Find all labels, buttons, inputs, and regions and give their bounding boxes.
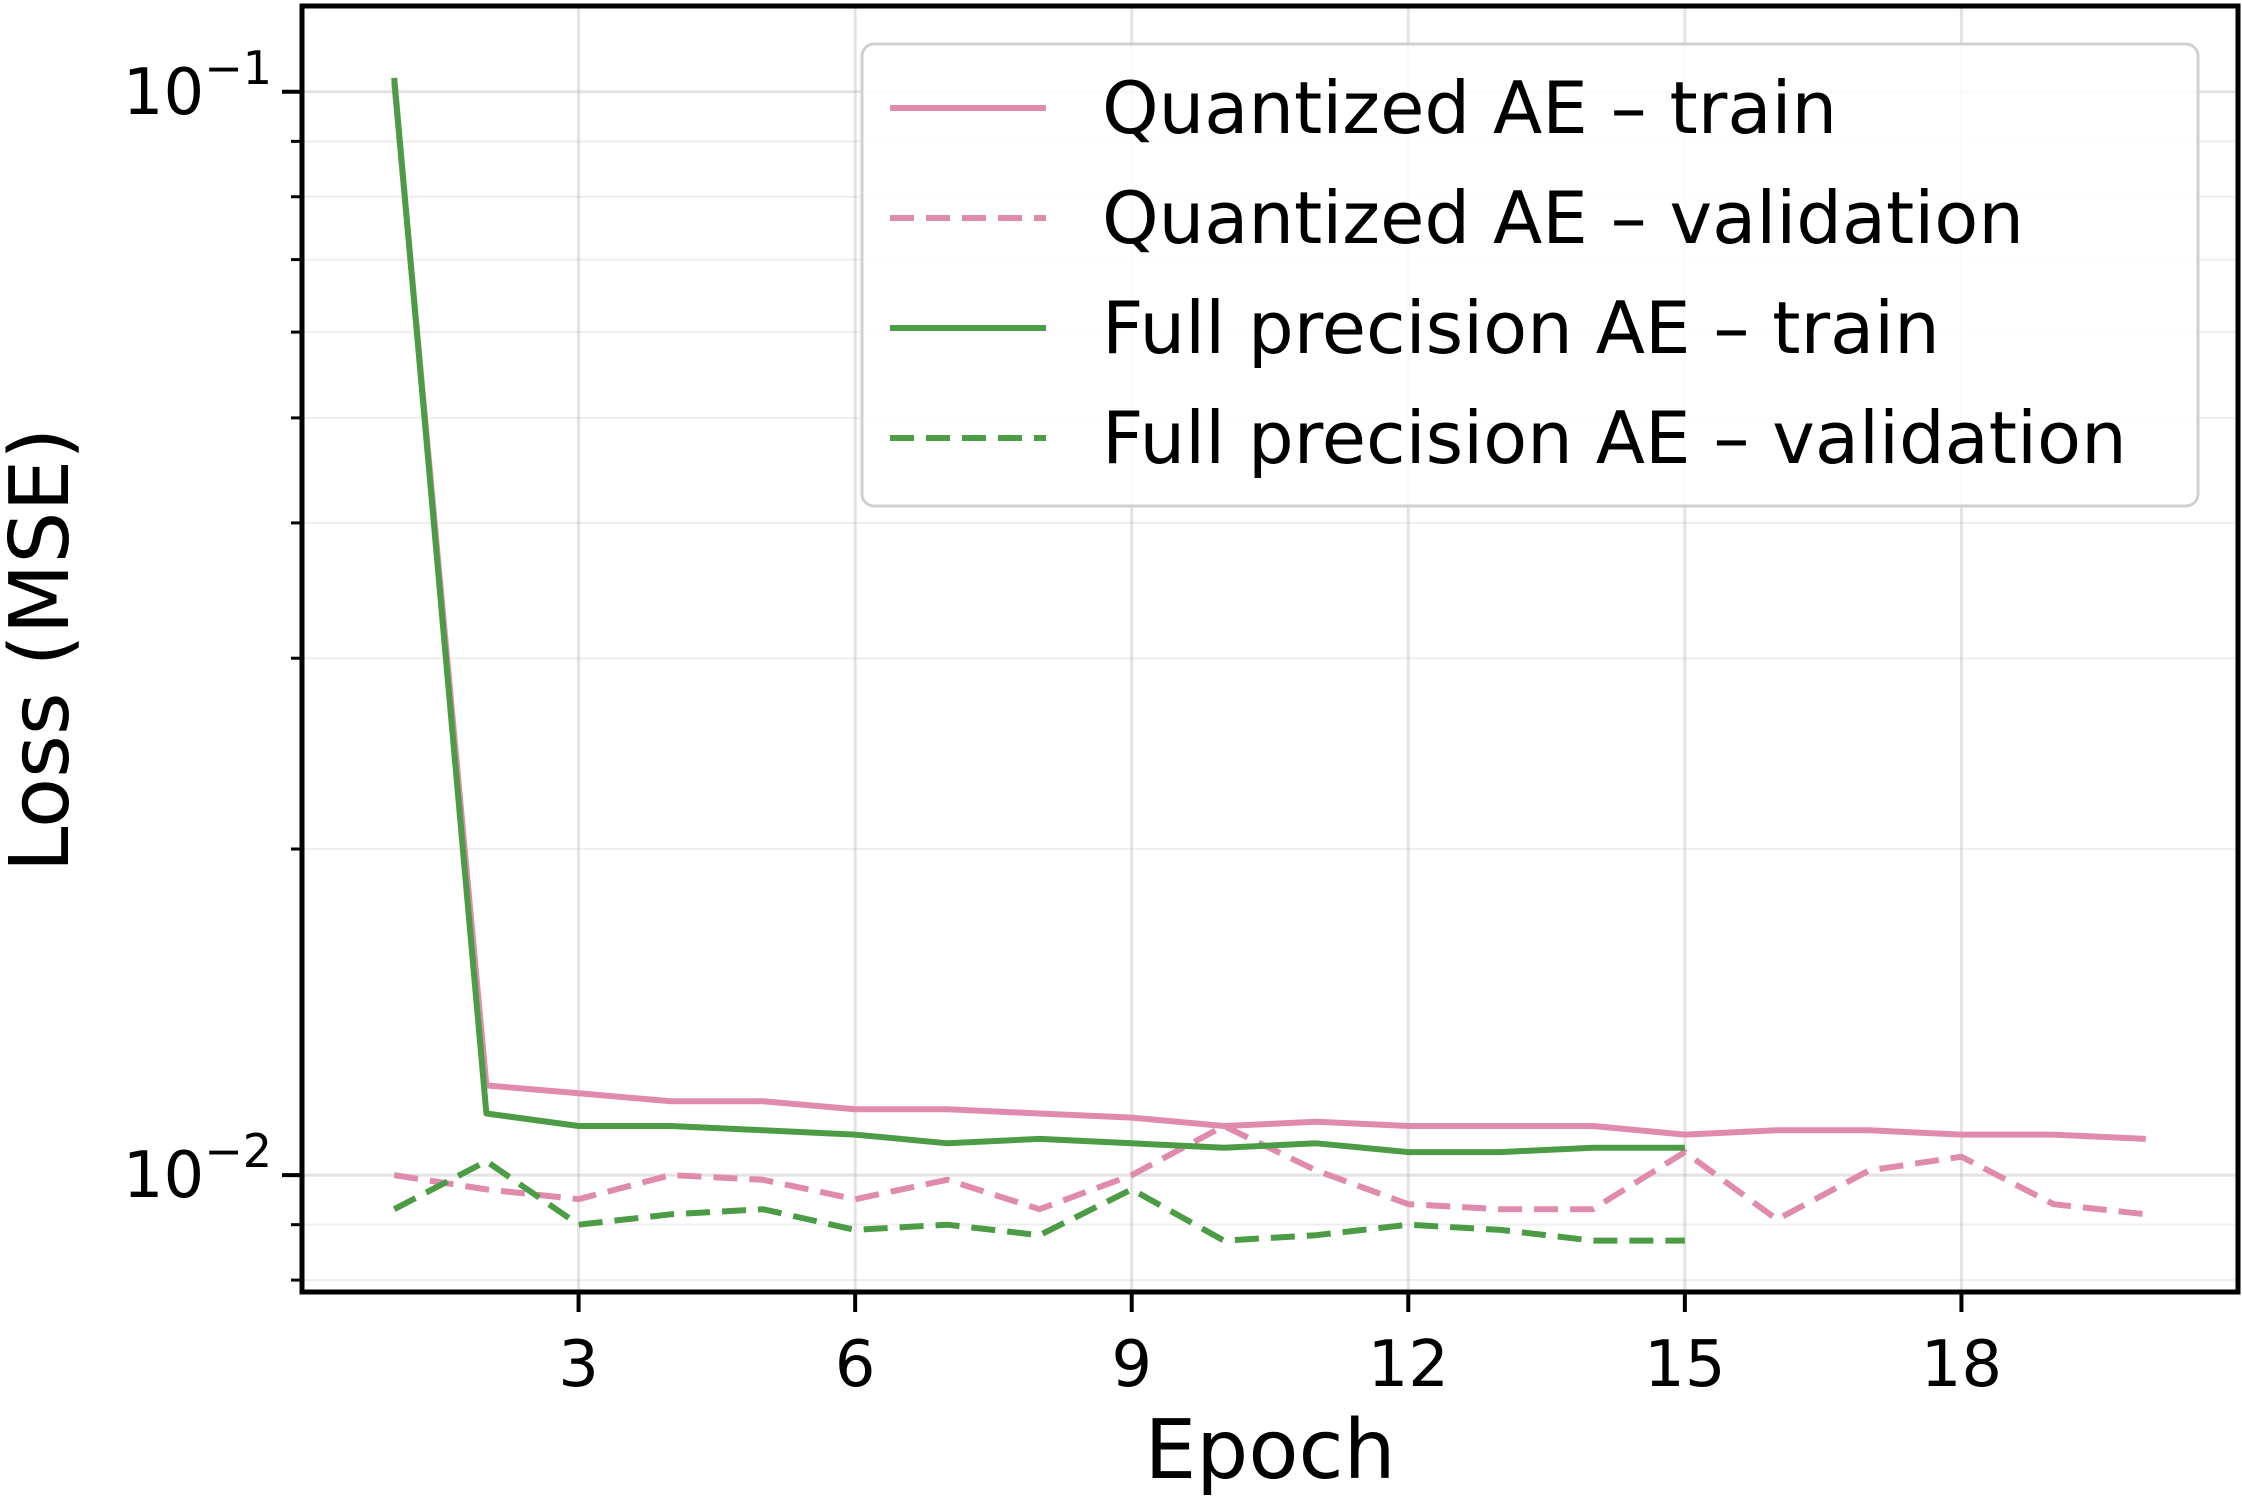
x-tick-label: 9 [1111, 1328, 1152, 1402]
legend-box [860, 42, 2200, 508]
series-layer [391, 77, 2147, 1244]
legend-entry-label: Quantized AE – train [1102, 66, 1837, 150]
plot-frame [299, 3, 2241, 1295]
series-line-4 [392, 1158, 1685, 1244]
y-tick-label: 10−2 [123, 1124, 272, 1213]
series-line-3 [391, 77, 1685, 1156]
y-axis-label: Loss (MSE) [0, 428, 88, 873]
y-tick-label: 10−1 [123, 41, 272, 130]
x-tick-label: 18 [1921, 1328, 2002, 1402]
x-tick-label: 12 [1368, 1328, 1449, 1402]
x-tick-label: 6 [835, 1328, 876, 1402]
ticks: 3 6 9 12 15 18 10−2 10−1 [123, 41, 2002, 1402]
x-axis-label: Epoch [1144, 1403, 1395, 1498]
x-tick-label: 15 [1644, 1328, 1725, 1402]
x-tick-label: 3 [558, 1328, 599, 1402]
legend-entry-label: Full precision AE – train [1102, 286, 1940, 370]
legend-entry-label: Full precision AE – validation [1102, 396, 2127, 480]
series-line-1 [391, 82, 2146, 1142]
legend-entry-label: Quantized AE – validation [1102, 176, 2024, 260]
legend: Quantized AE – train Quantized AE – valid… [860, 42, 2200, 508]
